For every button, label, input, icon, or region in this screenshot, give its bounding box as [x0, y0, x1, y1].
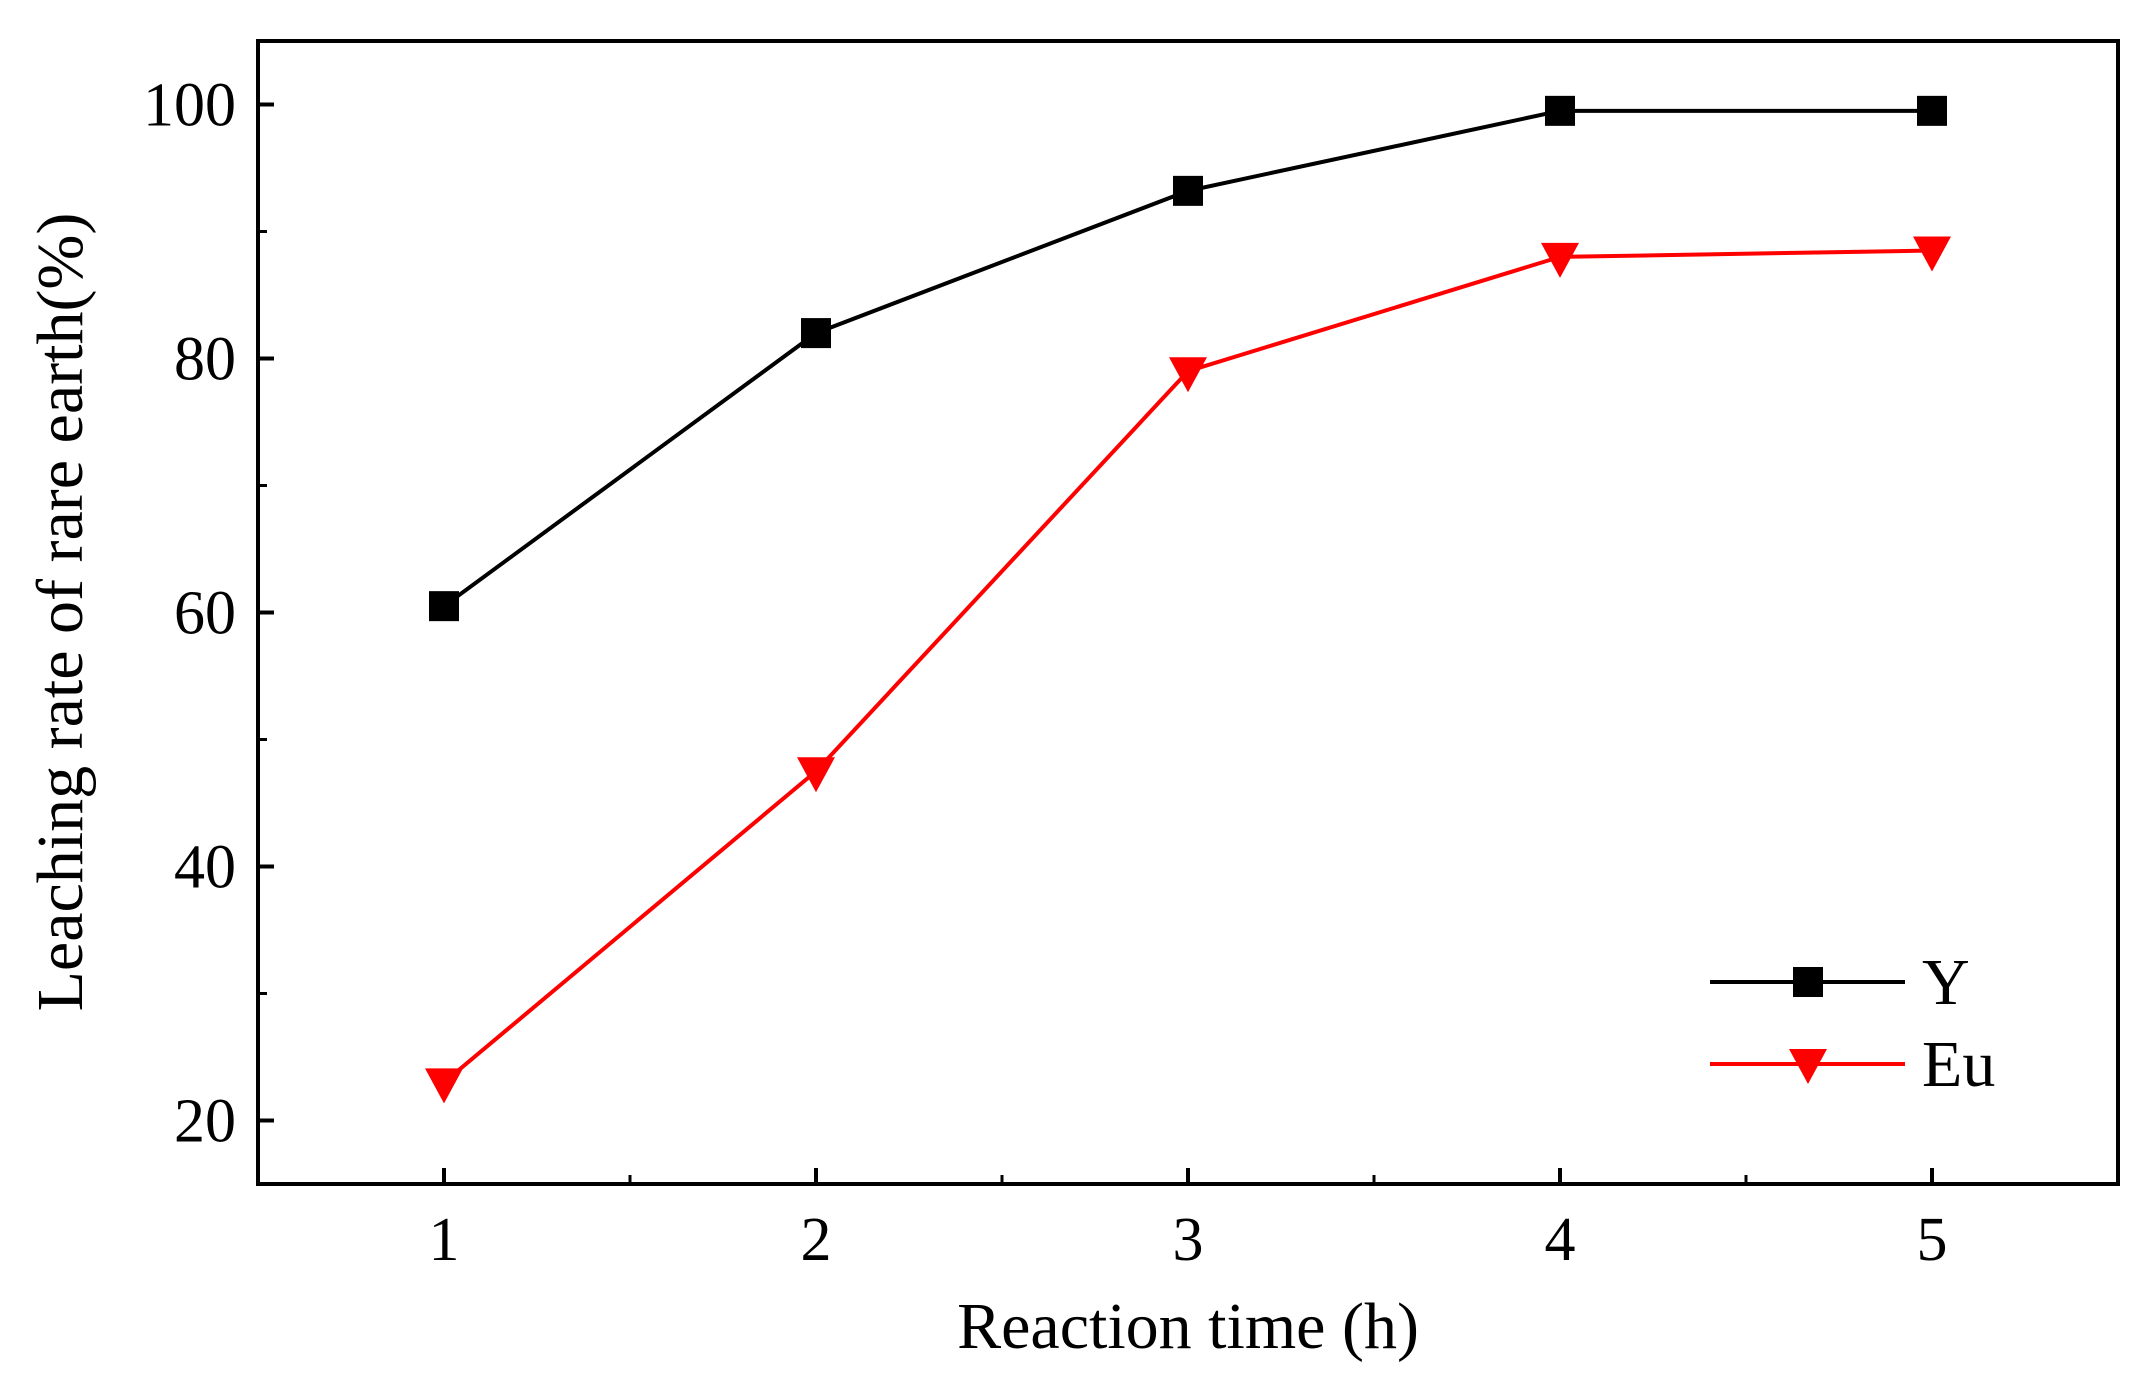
x-axis-ticks: 1 2 3 4 5 [256, 1168, 2120, 1274]
x-tick-label: 1 [429, 1206, 460, 1274]
data-point-y [1173, 175, 1203, 206]
data-point-y [1917, 95, 1947, 126]
data-point-eu [1169, 357, 1207, 393]
y-tick-label: 60 [174, 580, 236, 648]
data-point-eu [1913, 236, 1951, 272]
data-point-y [429, 591, 459, 622]
y-tick-label: 40 [174, 834, 236, 902]
y-axis-title: Leaching rate of rare earth(%) [24, 213, 97, 1012]
legend-marker-y [1793, 967, 1823, 997]
x-tick-label: 4 [1545, 1206, 1576, 1274]
series-layer [425, 95, 1951, 1104]
x-tick-label: 3 [1173, 1206, 1204, 1274]
y-axis-ticks: 20 40 60 80 100 [143, 72, 274, 1156]
data-point-eu [797, 757, 835, 793]
y-tick-label: 80 [174, 326, 236, 394]
plot-frame [256, 39, 2120, 1186]
x-axis-title: Reaction time (h) [957, 1290, 1419, 1363]
x-tick-label: 2 [801, 1206, 832, 1274]
y-tick-label: 100 [143, 72, 236, 140]
data-point-y [1545, 95, 1575, 126]
data-point-eu [425, 1068, 463, 1104]
legend-marker-eu [1789, 1049, 1827, 1084]
legend: Y Eu [1710, 946, 1995, 1101]
data-point-eu [1541, 242, 1579, 278]
legend-label-y: Y [1922, 946, 1970, 1019]
legend-label-eu: Eu [1922, 1028, 1995, 1101]
x-tick-label: 5 [1917, 1206, 1948, 1274]
data-point-y [801, 318, 831, 349]
y-tick-label: 20 [174, 1088, 236, 1156]
